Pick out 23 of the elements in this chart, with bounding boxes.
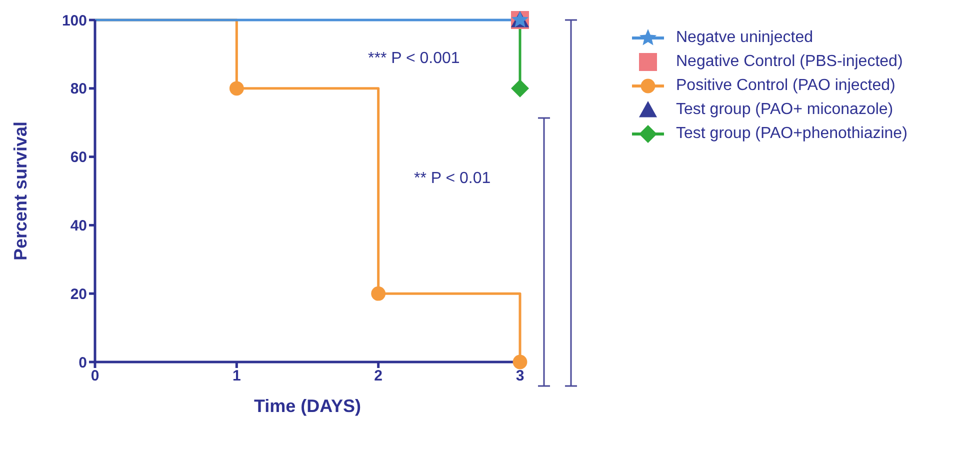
x-axis-title: Time (DAYS) — [254, 396, 362, 416]
y-axis-title: Percent survival — [10, 121, 30, 261]
point — [511, 79, 529, 98]
point — [371, 286, 386, 301]
annotation: ** P < 0.01 — [414, 170, 491, 188]
x-tick-label: 3 — [516, 368, 524, 385]
y-tick-label: 20 — [70, 286, 87, 303]
x-tick-label: 1 — [232, 368, 241, 385]
y-tick-label: 0 — [78, 354, 87, 372]
legend-label: Test group (PAO+ miconazole) — [676, 101, 894, 119]
point — [229, 81, 244, 96]
legend-label: Negative Control (PBS-injected) — [676, 53, 903, 71]
y-tick-label: 80 — [70, 80, 87, 98]
y-tick-label: 100 — [62, 12, 87, 30]
legend-label: Test group (PAO+phenothiazine) — [676, 125, 908, 143]
legend-label: Negatve uninjected — [676, 29, 813, 47]
annotation: *** P < 0.001 — [368, 50, 460, 68]
legend-label: Positive Control (PAO injected) — [676, 77, 896, 95]
y-tick-label: 60 — [70, 149, 87, 166]
x-tick-label: 0 — [90, 368, 100, 385]
x-tick-label: 2 — [374, 368, 383, 385]
y-tick-label: 40 — [70, 218, 87, 235]
point — [512, 354, 528, 370]
